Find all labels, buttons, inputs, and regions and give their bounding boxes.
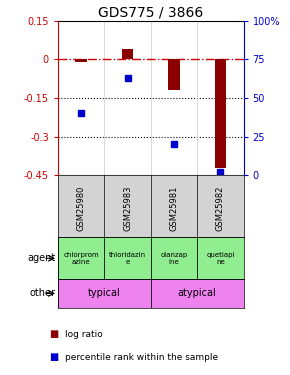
Text: olanzap
ine: olanzap ine — [160, 252, 188, 265]
Text: GSM25980: GSM25980 — [77, 186, 86, 231]
Text: thioridazin
e: thioridazin e — [109, 252, 146, 265]
Text: chlorprom
azine: chlorprom azine — [64, 252, 99, 265]
Text: quetiapi
ne: quetiapi ne — [206, 252, 235, 265]
Bar — [58, 279, 151, 308]
Bar — [197, 237, 244, 279]
Bar — [151, 237, 197, 279]
Text: other: other — [30, 288, 56, 298]
Bar — [215, 59, 226, 168]
Bar — [104, 237, 151, 279]
Text: agent: agent — [28, 253, 56, 263]
Text: percentile rank within the sample: percentile rank within the sample — [65, 353, 218, 362]
Text: GSM25983: GSM25983 — [123, 186, 132, 231]
Bar — [58, 237, 104, 279]
Bar — [151, 279, 244, 308]
Bar — [75, 59, 87, 62]
Text: ■: ■ — [49, 352, 59, 362]
Text: ■: ■ — [49, 329, 59, 339]
Bar — [168, 59, 180, 90]
Text: typical: typical — [88, 288, 121, 298]
Text: log ratio: log ratio — [65, 330, 103, 339]
Text: atypical: atypical — [178, 288, 217, 298]
Title: GDS775 / 3866: GDS775 / 3866 — [98, 6, 203, 20]
Bar — [122, 49, 133, 59]
Text: GSM25982: GSM25982 — [216, 186, 225, 231]
Text: GSM25981: GSM25981 — [169, 186, 179, 231]
